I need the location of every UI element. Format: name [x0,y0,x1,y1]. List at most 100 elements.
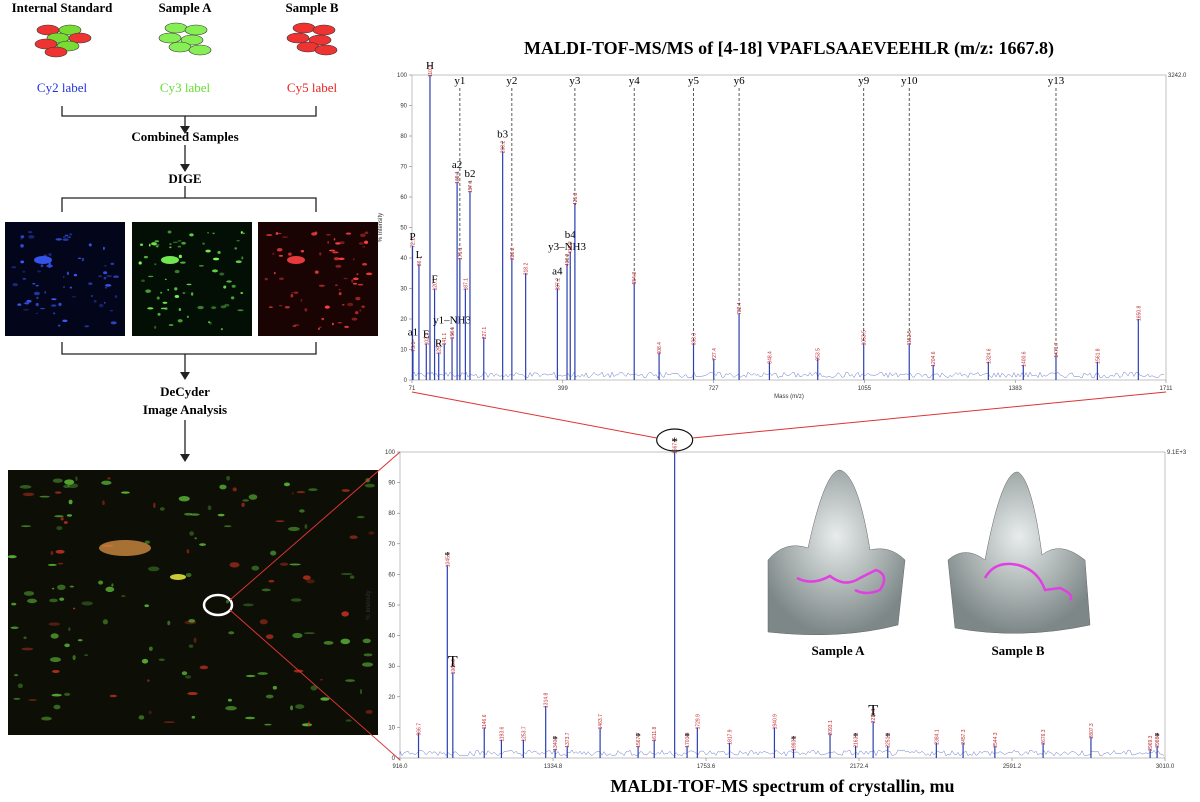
inset-label: Sample B [991,643,1044,658]
peak-mz-label: 953.5 [816,348,822,361]
gel-spot [207,231,209,234]
gel-spot [272,252,275,255]
gel-spot [54,491,62,494]
gel-spot [177,239,182,242]
gel-spot [110,262,115,266]
gel-spot [310,685,318,691]
peak-mz-label: 415.2 [568,241,574,254]
gel-spot [20,260,25,264]
gel-spot [40,307,46,310]
gel-spot [49,657,61,663]
y-tick-label: 0 [404,378,408,384]
gel-spot [109,694,117,698]
step-label: DeCyder [160,384,210,399]
gel-spot [104,286,108,289]
gel-spot [102,500,105,506]
gel-spot [161,256,179,264]
gel-spot [64,234,69,237]
peak-mz-label: 1729.9 [695,714,701,730]
gel-spot [103,264,107,267]
peak-annotation: * [552,734,558,746]
peak-mz-label: 1146.6 [482,714,488,729]
gel-spot [202,242,205,245]
y-axis-label: % Intensity [378,213,384,242]
peak-mz-label: 1373.7 [565,732,571,748]
gel-spot [226,280,232,283]
gel-spot [141,658,149,664]
gel-spot [35,302,39,307]
gel-spot [261,588,271,592]
baseline-noise [411,371,1165,379]
gel-spot [46,264,53,268]
gel-spot [354,311,359,315]
peak-mz-label: 158.1 [450,327,456,340]
gel-spot [229,562,240,568]
peak-mz-label: 1193.6 [499,726,505,741]
gel-spot [278,254,283,257]
gel-spot [170,574,186,580]
inset-sample-b [947,471,1091,634]
gel-spot [22,278,27,280]
gel-spot [157,312,161,316]
gel-spot [27,598,38,604]
gel-spot [241,502,245,508]
gel-spot [40,264,44,268]
gel-spot [259,619,268,625]
gel-spot [52,312,56,315]
gel-spot [162,301,168,304]
peak-mz-label: 1060.6 [451,659,457,675]
gel-spot [355,296,361,301]
gel-spot [114,295,118,298]
gel-spot [205,249,211,253]
gel-spot [300,249,305,253]
gel-spot [189,233,194,237]
gel-spot [50,551,54,556]
chart-title: MALDI-TOF-MS/MS of [4-18] VPAFLSAAEVEEHL… [524,38,1054,59]
y-tick-label: 0 [392,756,396,762]
gel-spot [318,284,325,287]
gel-spot [341,489,350,492]
gel-spot [11,266,16,269]
gel-spot [49,598,58,603]
gel-cy3 [132,222,252,336]
gel-spot [103,276,107,280]
y-tick-label: 60 [388,572,395,578]
gel-spot [62,235,66,239]
gel-spot [295,704,305,709]
gel-spot [219,272,225,276]
gel-spot [335,242,341,245]
gel-spot [289,563,301,566]
disc-stacks [34,22,338,58]
sample-title: Sample A [158,0,212,15]
gel-spot [368,531,375,535]
peak-mz-label: 73.1 [411,342,417,352]
gel-spot [293,291,299,294]
gel-spot [66,514,73,517]
gel-spot [186,315,189,319]
gel-spot [245,674,256,678]
gel-spot [358,242,364,245]
ion-label: y10 [901,75,918,87]
gel-spot [54,515,64,518]
inset-sample-a [767,469,906,636]
gel-spot [275,520,285,523]
gel-spot [88,243,92,247]
gel-spot [180,261,186,264]
gel-spot [318,326,322,329]
peak-mz-label: 318.2 [524,263,530,276]
peak-mz-label: 1463.7 [598,714,604,730]
gel-spot [209,321,212,325]
y-tick-label: 90 [388,481,395,487]
peak-mz-label: 1152.5 [907,330,913,345]
gel-spot [62,319,68,322]
peak-mz-label: 1993.1 [791,735,797,751]
gel-spot [266,234,273,236]
gel-spot [244,716,256,720]
gel-spot [22,308,30,311]
gel-spot [251,565,260,571]
x-tick-label: 71 [409,386,416,392]
gel-spot [199,665,209,670]
peak-mz-label: 2544.3 [993,732,999,748]
gel-spot [35,312,39,315]
gel-spot [326,233,331,236]
